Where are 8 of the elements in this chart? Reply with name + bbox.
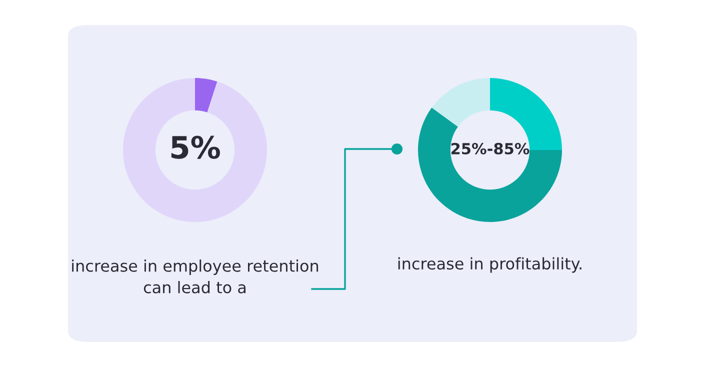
donut-slice [123,78,267,222]
text: increase in profitability. [398,257,582,273]
text: 25%-85% [451,142,530,154]
text: increase in employee retention can lead to a [72,260,318,294]
donut-slice [432,78,490,127]
donut-slice [418,108,562,222]
text: 5% [171,136,220,159]
donut-slice [195,78,218,112]
